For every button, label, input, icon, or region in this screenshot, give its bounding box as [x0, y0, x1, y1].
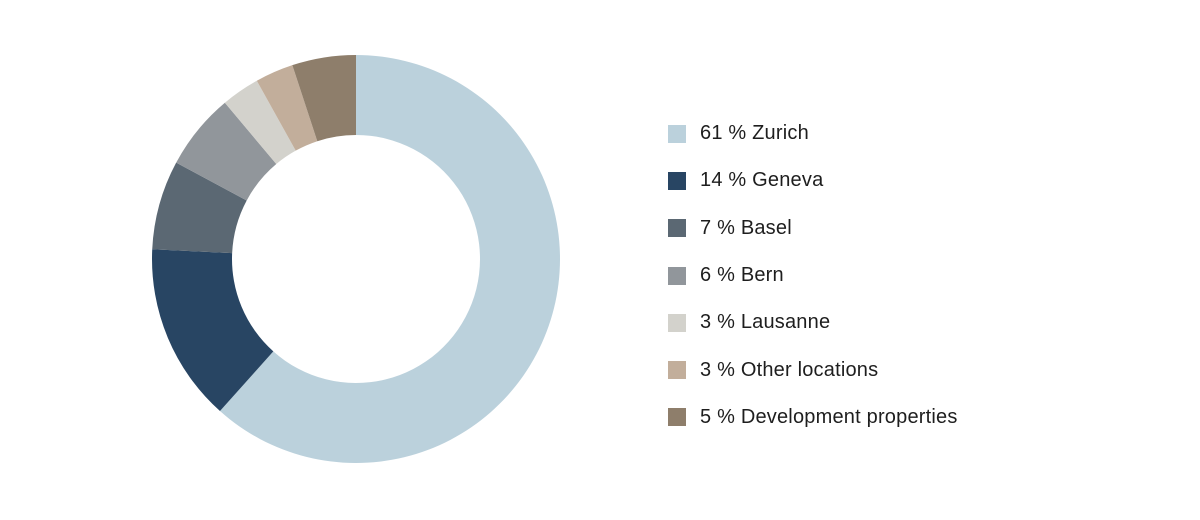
legend-swatch-bern [668, 266, 686, 285]
legend-label-geneva: 14 % Geneva [700, 169, 824, 192]
legend-label-basel: 7 % Basel [700, 216, 792, 239]
slice-bern [176, 102, 277, 201]
slice-geneva [152, 249, 274, 412]
legend-item-zurich: 61 % Zurich [668, 110, 958, 157]
legend-item-basel: 7 % Basel [668, 205, 958, 252]
legend-swatch-lausanne [668, 313, 686, 332]
legend-swatch-development-properties [668, 408, 686, 427]
legend-swatch-other-locations [668, 361, 686, 380]
legend-item-geneva: 14 % Geneva [668, 157, 958, 204]
legend-item-bern: 6 % Bern [668, 252, 958, 299]
legend-swatch-basel [668, 219, 686, 238]
donut-slices [152, 55, 561, 463]
legend-label-other-locations: 3 % Other locations [700, 358, 879, 381]
legend-swatch-geneva [668, 171, 686, 190]
legend-label-zurich: 61 % Zurich [700, 122, 809, 145]
legend-label-bern: 6 % Bern [700, 264, 784, 287]
chart-legend: 61 % Zurich 14 % Geneva 7 % Basel 6 % Be… [668, 110, 958, 441]
slice-lausanne [224, 80, 296, 165]
slice-zurich [219, 55, 561, 463]
slice-other-locations [256, 65, 318, 151]
slice-development-properties [292, 55, 356, 142]
slice-basel [152, 162, 247, 254]
legend-swatch-zurich [668, 124, 686, 143]
legend-label-lausanne: 3 % Lausanne [700, 311, 831, 334]
legend-label-development-properties: 5 % Development properties [700, 405, 958, 428]
legend-item-lausanne: 3 % Lausanne [668, 299, 958, 346]
legend-item-development-properties: 5 % Development properties [668, 394, 958, 441]
legend-item-other-locations: 3 % Other locations [668, 346, 958, 393]
